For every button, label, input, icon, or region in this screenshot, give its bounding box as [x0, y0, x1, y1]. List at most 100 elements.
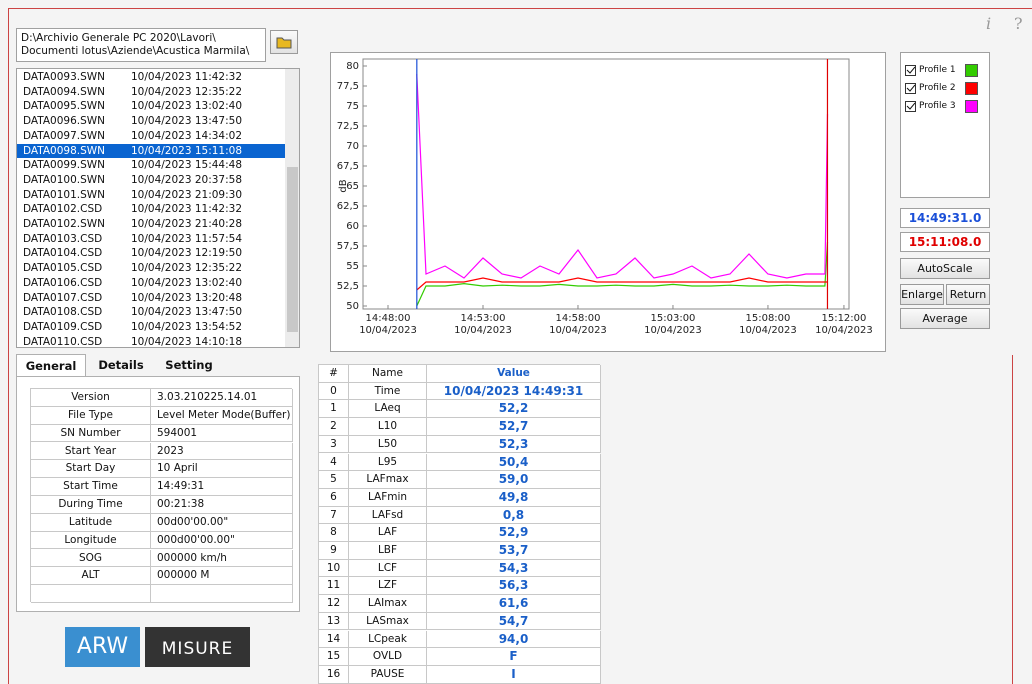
- info-icon[interactable]: i: [986, 14, 992, 33]
- tab-bar: General Details Setting: [16, 354, 300, 377]
- legend-label: Profile 3: [919, 101, 956, 111]
- file-row[interactable]: DATA0094.SWN 10/04/2023 12:35:22: [17, 85, 285, 100]
- folder-button[interactable]: [270, 30, 298, 54]
- legend-item[interactable]: Profile 2: [905, 81, 989, 97]
- file-date: 10/04/2023 13:02:40: [131, 100, 243, 113]
- y-tick-label: 75: [346, 101, 359, 112]
- table-cell: LAFmin: [349, 488, 427, 507]
- file-row[interactable]: DATA0099.SWN 10/04/2023 15:44:48: [17, 158, 285, 173]
- legend-checkbox: [905, 65, 916, 76]
- x-tick-date: 10/04/2023: [549, 325, 607, 336]
- file-name: DATA0108.CSD: [23, 306, 103, 319]
- table-cell: 1: [319, 400, 349, 419]
- file-date: 10/04/2023 12:35:22: [131, 262, 243, 275]
- cursor-readout: 15:11:08.0: [900, 232, 990, 252]
- info-value: 14:49:31: [151, 478, 293, 496]
- y-tick-label: 52,5: [337, 281, 359, 292]
- table-cell: 10: [319, 559, 349, 578]
- table-cell: 56,3: [427, 577, 601, 596]
- x-tick-date: 10/04/2023: [359, 325, 417, 336]
- file-name: DATA0104.CSD: [23, 247, 103, 260]
- info-key: ALT: [31, 567, 151, 586]
- table-cell: 4: [319, 453, 349, 472]
- file-date: 10/04/2023 11:42:32: [131, 71, 243, 83]
- file-row[interactable]: DATA0109.CSD 10/04/2023 13:54:52: [17, 320, 285, 335]
- table-cell: LAImax: [349, 595, 427, 613]
- table-cell: LBF: [349, 542, 427, 560]
- file-row[interactable]: DATA0106.CSD 10/04/2023 13:02:40: [17, 276, 285, 291]
- info-empty-row: [151, 585, 293, 603]
- file-row[interactable]: DATA0100.SWN 10/04/2023 20:37:58: [17, 173, 285, 188]
- table-cell: OVLD: [349, 648, 427, 666]
- file-row[interactable]: DATA0095.SWN 10/04/2023 13:02:40: [17, 99, 285, 114]
- table-cell: 15: [319, 648, 349, 666]
- table-cell: LASmax: [349, 612, 427, 631]
- y-axis-label: dB: [338, 179, 349, 192]
- button[interactable]: AutoScale: [900, 258, 990, 279]
- info-value: Level Meter Mode(Buffer): [151, 406, 293, 425]
- file-date: 10/04/2023 14:10:18: [131, 335, 243, 348]
- series-line: [416, 73, 829, 279]
- file-row[interactable]: DATA0097.SWN 10/04/2023 14:34:02: [17, 129, 285, 144]
- info-value: 00d00'00.00": [151, 513, 293, 532]
- path-box[interactable]: D:\Archivio Generale PC 2020\Lavori\ Doc…: [16, 28, 266, 62]
- button[interactable]: Return: [946, 284, 990, 305]
- table-cell: F: [427, 648, 601, 666]
- table-cell: 11: [319, 577, 349, 596]
- file-row[interactable]: DATA0102.SWN 10/04/2023 21:40:28: [17, 217, 285, 232]
- table-cell: 5: [319, 471, 349, 489]
- table-cell: LCpeak: [349, 630, 427, 649]
- x-tick-time: 14:48:00: [366, 313, 411, 324]
- info-key: During Time: [31, 496, 151, 514]
- file-row[interactable]: DATA0101.SWN 10/04/2023 21:09:30: [17, 188, 285, 203]
- table-header: #: [319, 365, 349, 383]
- file-row[interactable]: DATA0108.CSD 10/04/2023 13:47:50: [17, 305, 285, 320]
- file-row[interactable]: DATA0110.CSD 10/04/2023 14:10:18: [17, 335, 285, 348]
- file-row[interactable]: DATA0105.CSD 10/04/2023 12:35:22: [17, 261, 285, 276]
- file-row[interactable]: DATA0102.CSD 10/04/2023 11:42:32: [17, 202, 285, 217]
- table-cell: 0: [319, 382, 349, 401]
- button[interactable]: Enlarge: [900, 284, 944, 305]
- info-panel: Version 3.03.210225.14.01 File Type Level M…: [16, 376, 300, 612]
- tab[interactable]: General: [16, 354, 86, 377]
- file-date: 10/04/2023 11:42:32: [131, 203, 243, 216]
- legend-swatch: [965, 82, 978, 95]
- info-key: Start Year: [31, 442, 151, 461]
- info-empty-row: [31, 585, 151, 603]
- x-tick-time: 14:58:00: [556, 313, 601, 324]
- file-row[interactable]: DATA0104.CSD 10/04/2023 12:19:50: [17, 246, 285, 261]
- y-tick-label: 50: [346, 301, 359, 312]
- y-tick-label: 72,5: [337, 121, 359, 132]
- file-row[interactable]: DATA0093.SWN 10/04/2023 11:42:32: [17, 70, 285, 85]
- button[interactable]: Average: [900, 308, 990, 329]
- file-row[interactable]: DATA0107.CSD 10/04/2023 13:20:48: [17, 291, 285, 306]
- file-row[interactable]: DATA0096.SWN 10/04/2023 13:47:50: [17, 114, 285, 129]
- info-key: File Type: [31, 406, 151, 425]
- legend-item[interactable]: Profile 3: [905, 99, 989, 115]
- file-name: DATA0098.SWN: [23, 144, 106, 157]
- scroll-thumb[interactable]: [287, 167, 298, 332]
- legend-swatch: [965, 64, 978, 77]
- file-row[interactable]: DATA0103.CSD 10/04/2023 11:57:54: [17, 232, 285, 247]
- x-tick-date: 10/04/2023: [644, 325, 702, 336]
- x-tick-date: 10/04/2023: [815, 325, 873, 336]
- file-name: DATA0110.CSD: [23, 335, 103, 348]
- table-cell: 52,9: [427, 524, 601, 542]
- scrollbar[interactable]: [285, 69, 299, 347]
- cursor-readout: 14:49:31.0: [900, 208, 990, 228]
- file-name: DATA0106.CSD: [23, 276, 103, 289]
- tab[interactable]: Details: [98, 358, 144, 372]
- file-row[interactable]: DATA0098.SWN 10/04/2023 15:11:08: [17, 143, 285, 159]
- file-name: DATA0094.SWN: [23, 85, 106, 98]
- table-cell: LAeq: [349, 400, 427, 419]
- file-date: 10/04/2023 12:19:50: [131, 247, 243, 260]
- table-header: Name: [349, 365, 427, 383]
- info-key: Start Day: [31, 460, 151, 479]
- table-cell: 54,7: [427, 612, 601, 631]
- legend-checkbox: [905, 101, 916, 112]
- legend-item[interactable]: Profile 1: [905, 63, 989, 79]
- tab[interactable]: Setting: [165, 358, 213, 372]
- legend-checkbox: [905, 83, 916, 94]
- help-icon[interactable]: ?: [1014, 14, 1023, 33]
- file-list[interactable]: DATA0093.SWN 10/04/2023 11:42:32 DATA0094.…: [16, 68, 300, 348]
